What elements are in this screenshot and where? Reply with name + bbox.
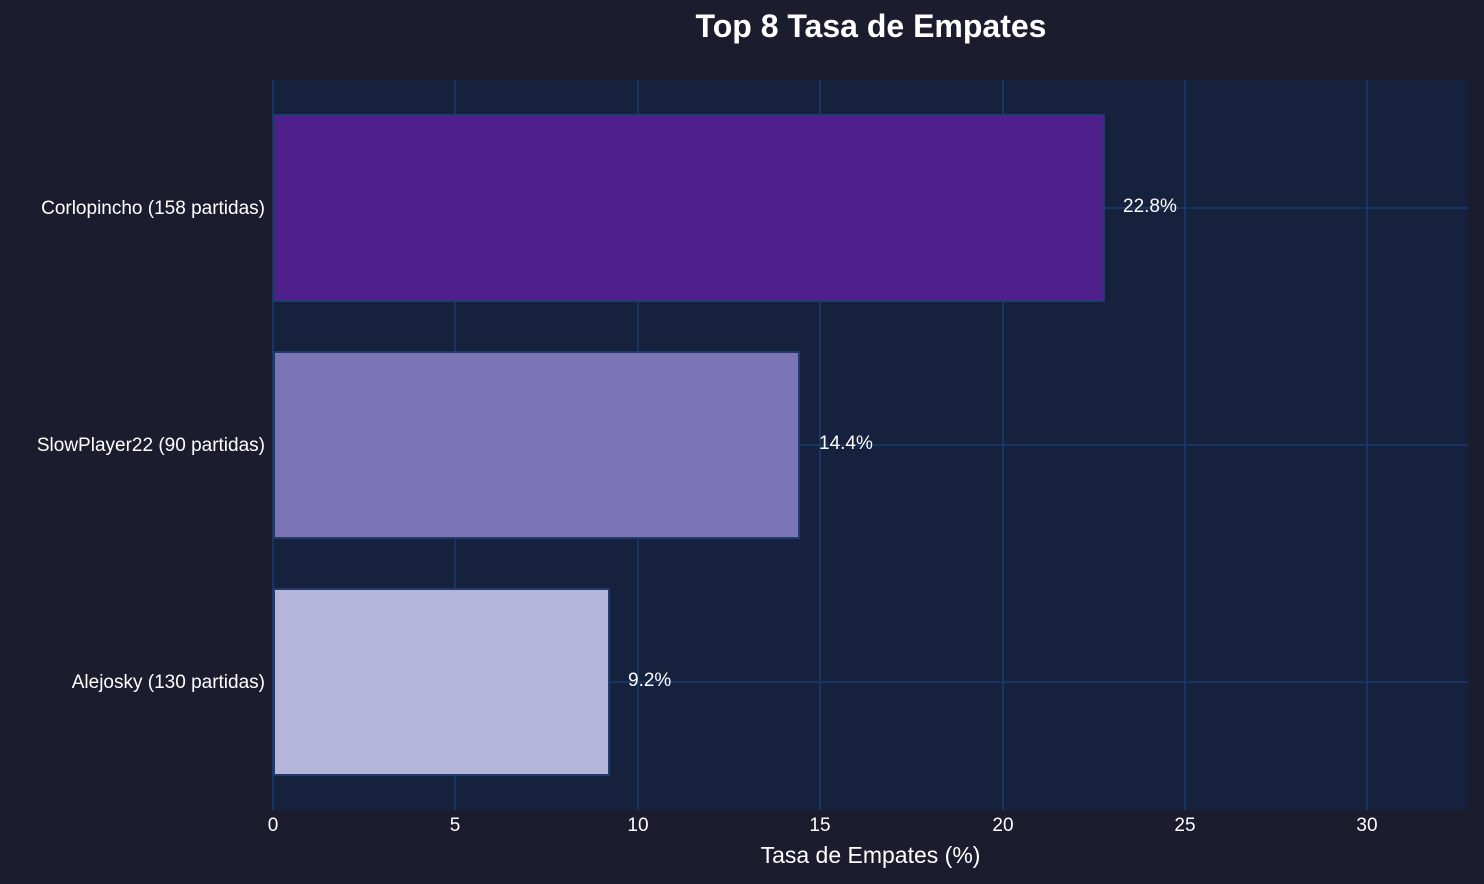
bar-alejosky <box>273 588 610 776</box>
x-tick-label: 25 <box>1174 815 1196 836</box>
x-tick-label: 15 <box>809 815 831 836</box>
x-tick-label: 5 <box>449 815 461 836</box>
bar-value-label: 9.2% <box>628 670 672 691</box>
bar-corlopincho <box>273 114 1105 302</box>
x-axis-label: Tasa de Empates (%) <box>760 842 981 868</box>
y-tick-label: SlowPlayer22 (90 partidas) <box>36 435 265 456</box>
x-tick-label: 0 <box>267 815 279 836</box>
x-tick-label: 30 <box>1356 815 1378 836</box>
x-tick-label: 20 <box>992 815 1014 836</box>
x-tick-label: 10 <box>627 815 649 836</box>
y-tick-label: Corlopincho (158 partidas) <box>41 198 265 219</box>
grid-line-y-2 <box>273 681 1468 683</box>
plot-area: 22.8% 14.4% 9.2% <box>272 80 1468 810</box>
chart-title: Top 8 Tasa de Empates <box>695 8 1047 44</box>
y-tick-label: Alejosky (130 partidas) <box>71 672 265 693</box>
bar-value-label: 14.4% <box>819 433 873 454</box>
grid-line-y-1 <box>273 444 1468 446</box>
bar-value-label: 22.8% <box>1123 196 1177 217</box>
bar-slowplayer22 <box>273 351 800 539</box>
